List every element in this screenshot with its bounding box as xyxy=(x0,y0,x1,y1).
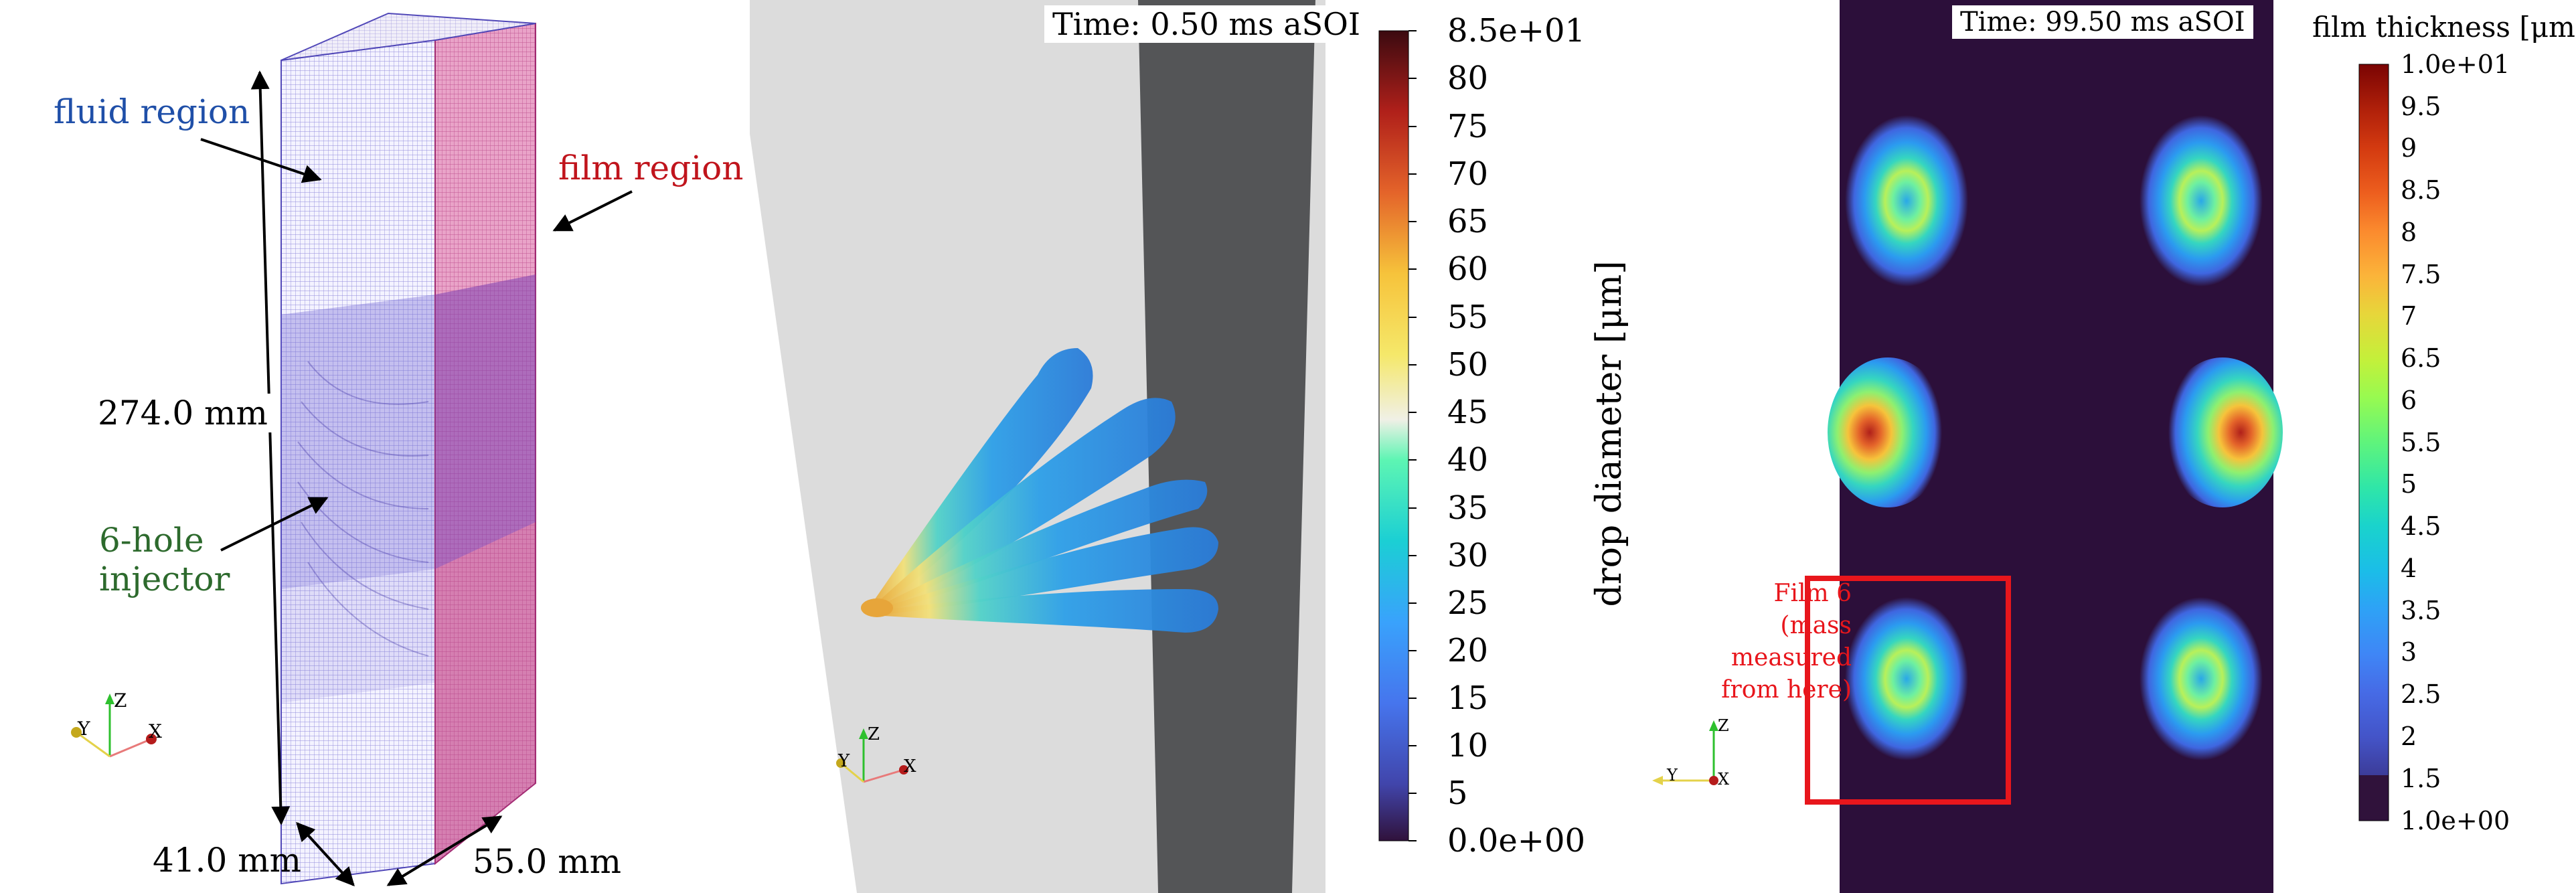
colorbar-tick: 6 xyxy=(2401,386,2417,415)
axis-y-label: Y xyxy=(838,751,850,771)
colorbar-tick: 6.5 xyxy=(2401,343,2441,373)
film6-callout-line1: Film 6 xyxy=(1773,580,1852,607)
film-pointer-arrow xyxy=(552,190,633,232)
drop-diameter-colorbar xyxy=(1378,30,1409,841)
mesh-box-figure xyxy=(71,12,633,887)
colorbar-tick: 35 xyxy=(1447,489,1489,527)
colorbar-tick: 25 xyxy=(1447,584,1489,622)
colorbar-tick: 8.5e+01 xyxy=(1447,12,1586,50)
colorbar-tick: 55 xyxy=(1447,299,1489,336)
fluid-pointer-arrow xyxy=(200,138,322,183)
colorbar-tick: 3 xyxy=(2401,637,2417,667)
spray-scene xyxy=(750,0,1417,893)
height-dimension-arrow xyxy=(250,70,291,825)
film6-callout-line2: (mass xyxy=(1780,612,1852,639)
colorbar-tick: 15 xyxy=(1447,679,1489,717)
colorbar-tick: 80 xyxy=(1447,60,1489,97)
colorbar-tick: 4.5 xyxy=(2401,511,2441,541)
colorbar-tick: 30 xyxy=(1447,537,1489,574)
depth-dimension-arrow xyxy=(296,821,355,887)
colorbar-tick: 5 xyxy=(1447,775,1468,812)
axis-x-label: X xyxy=(149,720,162,742)
colorbar-tick: 8.5 xyxy=(2401,175,2441,205)
axis-triad-2 xyxy=(836,728,908,783)
colorbar-tick: 3.5 xyxy=(2401,596,2441,625)
time-label: Time: 99.50 ms aSOI xyxy=(1952,5,2253,39)
colorbar-tick: 1.0e+01 xyxy=(2401,50,2510,79)
film-scene xyxy=(1652,0,2389,893)
film6-callout-line4: from here) xyxy=(1721,676,1852,704)
injector-label-line2: injector xyxy=(99,560,230,598)
axis-x-label: X xyxy=(1718,770,1730,789)
axis-z-label: Z xyxy=(1718,716,1729,735)
colorbar-tick: 5 xyxy=(2401,469,2417,499)
colorbar-tick: 20 xyxy=(1447,632,1489,669)
film6-highlight-box xyxy=(1805,576,2011,805)
colorbar-tick: 50 xyxy=(1447,346,1489,384)
colorbar-tick: 9 xyxy=(2401,133,2417,163)
colorbar-tick: 75 xyxy=(1447,108,1489,145)
fluid-mesh-dense-band xyxy=(281,295,435,589)
injector-pointer-arrow xyxy=(220,497,329,552)
colorbar-tick: 10 xyxy=(1447,727,1489,764)
film-thickness-colorbar xyxy=(2358,64,2389,821)
film6-callout-line3: measured xyxy=(1730,644,1852,671)
colorbar-tick: 7.5 xyxy=(2401,260,2441,289)
axis-z-label: Z xyxy=(114,689,127,712)
colorbar-tick: 0.0e+00 xyxy=(1447,822,1586,860)
colorbar-tick: 2.5 xyxy=(2401,679,2441,709)
depth-dimension-label: 41.0 mm xyxy=(153,841,302,880)
time-label: Time: 0.50 ms aSOI xyxy=(1044,5,1369,43)
colorbar-tick: 1.0e+00 xyxy=(2401,806,2510,835)
film-region-label: film region xyxy=(558,149,744,187)
film-thickness-panel: Time: 99.50 ms aSOI film thickness [μm] … xyxy=(1633,0,2576,893)
height-dimension-label: 274.0 mm xyxy=(94,394,272,432)
axis-y-label: Y xyxy=(78,718,90,740)
width-dimension-arrow xyxy=(386,815,503,886)
colorbar-tick: 70 xyxy=(1447,155,1489,193)
colorbar-tick: 7 xyxy=(2401,301,2417,331)
colorbar-tick: 40 xyxy=(1447,441,1489,479)
fluid-region-label: fluid region xyxy=(54,92,250,131)
mesh-top-face xyxy=(280,12,536,61)
width-dimension-label: 55.0 mm xyxy=(473,842,622,881)
film-spots xyxy=(1828,115,2283,760)
axis-triad-3 xyxy=(1652,720,1718,785)
colorbar-tick: 9.5 xyxy=(2401,92,2441,121)
colorbar-title: drop diameter [μm] xyxy=(1589,260,1629,607)
colorbar-tick: 5.5 xyxy=(2401,428,2441,457)
colorbar-tick: 2 xyxy=(2401,722,2417,751)
colorbar-tick: 60 xyxy=(1447,250,1489,288)
colorbar-tick: 65 xyxy=(1447,203,1489,240)
colorbar-tick: 8 xyxy=(2401,218,2417,247)
axis-triad xyxy=(71,694,157,758)
injector-label-line1: 6-hole xyxy=(99,521,204,560)
spray-panel: Time: 0.50 ms aSOI 8.5e+01 80 75 70 65 6… xyxy=(750,0,1633,893)
mesh-geometry-panel: fluid region film region 274.0 mm 6-hole… xyxy=(0,0,750,893)
wall-surface xyxy=(1138,0,1315,893)
colorbar-tick: 45 xyxy=(1447,394,1489,431)
axis-y-label: Y xyxy=(1667,766,1678,785)
axis-z-label: Z xyxy=(868,724,880,744)
colorbar-tick: 4 xyxy=(2401,554,2417,583)
spray-plumes xyxy=(861,348,1218,633)
colorbar-title: film thickness [μm] xyxy=(2312,11,2576,44)
axis-x-label: X xyxy=(904,756,916,777)
colorbar-tick: 1.5 xyxy=(2401,764,2441,793)
